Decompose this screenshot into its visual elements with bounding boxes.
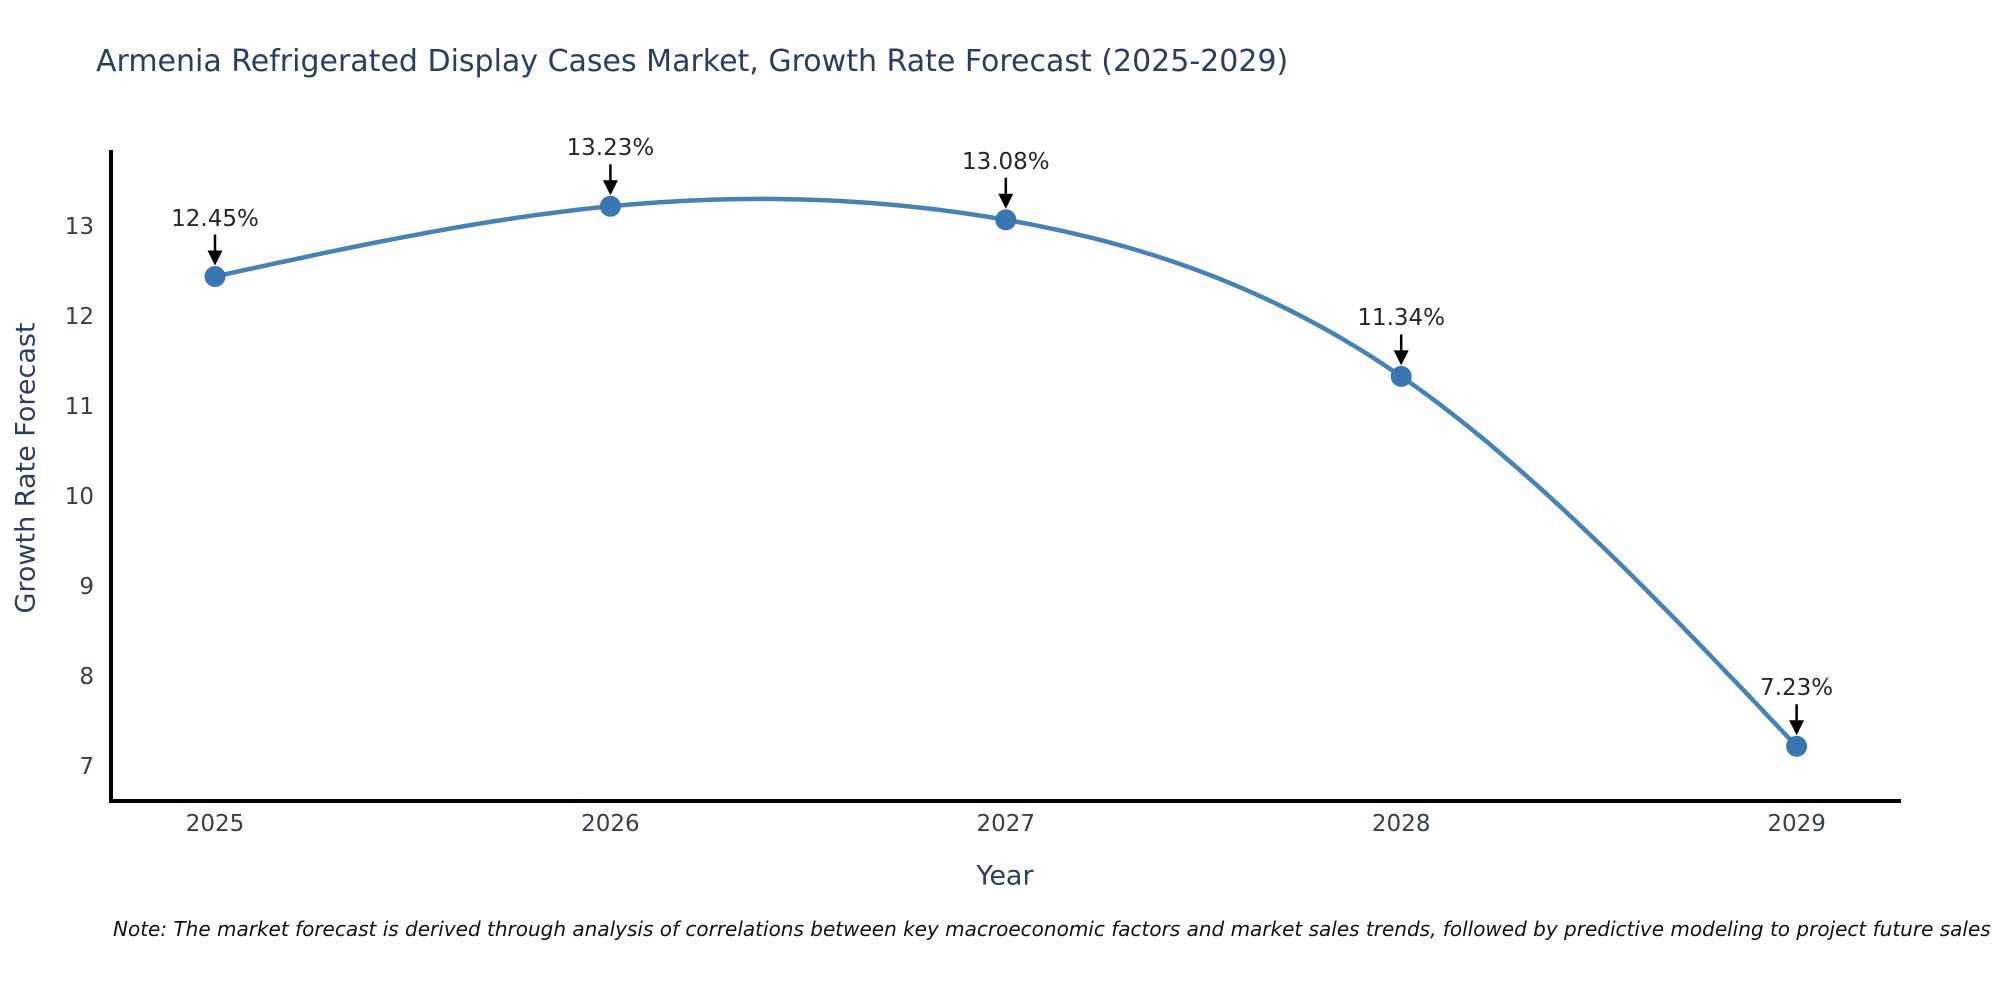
- x-tick-label-2029: 2029: [1767, 811, 1826, 837]
- y-tick-label-13: 13: [64, 214, 94, 240]
- x-tick-label-2027: 2027: [976, 811, 1036, 837]
- point-value-label-2028: 11.34%: [1357, 305, 1446, 332]
- y-tick-label-9: 9: [79, 574, 94, 600]
- annotation-arrow-head: [1393, 350, 1409, 366]
- data-point-marker-2025: [204, 266, 226, 287]
- annotation-arrow-head: [602, 180, 618, 196]
- x-tick-label-2028: 2028: [1371, 811, 1431, 837]
- x-tick-label-2025: 2025: [185, 811, 245, 837]
- y-axis-title: Growth Rate Forecast: [10, 322, 42, 614]
- chart-title: Armenia Refrigerated Display Cases Marke…: [96, 44, 1289, 79]
- y-tick-label-11: 11: [64, 394, 94, 420]
- trend-line: [212, 196, 1799, 749]
- chart-footnote: Note: The market forecast is derived thr…: [113, 917, 1991, 941]
- point-value-label-2027: 13.08%: [961, 148, 1050, 175]
- annotation-arrow-head: [207, 250, 223, 266]
- annotation-arrow-head: [998, 193, 1014, 209]
- point-value-label-2026: 13.23%: [566, 135, 655, 162]
- y-tick-label-10: 10: [64, 484, 94, 510]
- data-point-marker-2029: [1786, 735, 1808, 757]
- data-point-marker-2028: [1390, 365, 1412, 387]
- y-tick-label-8: 8: [79, 664, 94, 690]
- y-tick-label-12: 12: [64, 304, 94, 330]
- y-tick-label-7: 7: [79, 754, 94, 780]
- point-value-label-2029: 7.23%: [1760, 675, 1834, 702]
- data-point-marker-2026: [599, 195, 621, 217]
- x-tick-label-2026: 2026: [581, 811, 640, 837]
- annotation-arrow-head: [1789, 720, 1805, 736]
- point-value-label-2025: 12.45%: [171, 205, 259, 232]
- x-axis-title: Year: [976, 860, 1034, 892]
- data-point-marker-2027: [995, 209, 1017, 231]
